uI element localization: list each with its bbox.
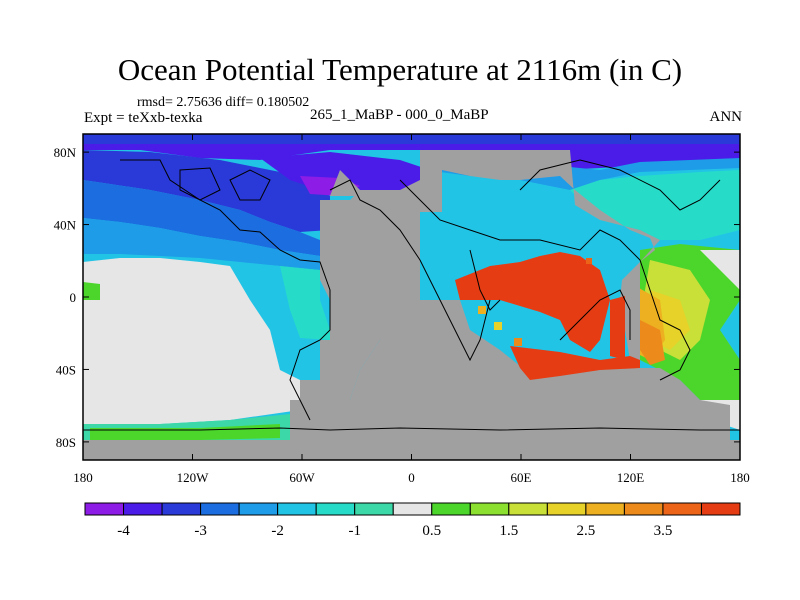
season-label: ANN (709, 109, 743, 125)
continent-outlines (83, 159, 740, 431)
x-tick-label: 60E (511, 470, 532, 485)
colorbar-box (508, 502, 548, 516)
y-tick-label: 40N (54, 218, 77, 233)
colorbar-label: -2 (271, 523, 284, 539)
colorbar-box (200, 502, 240, 516)
colorbar-box (392, 502, 433, 516)
y-tick-label: 40S (56, 362, 76, 377)
colorbar-box (238, 502, 279, 516)
colorbar: -4 -3 -2 -1 0.5 1.5 2.5 3.5 (84, 502, 741, 539)
colorbar-label: -1 (348, 523, 361, 539)
colorbar-box (700, 502, 741, 516)
x-tick-label: 120E (617, 470, 645, 485)
experiment-label: Expt = teXxb-texka (84, 110, 203, 126)
x-tick-label: 180 (730, 470, 750, 485)
colorbar-box (585, 502, 625, 516)
colorbar-box (277, 502, 317, 516)
x-tick-label: 60W (289, 470, 315, 485)
x-axis-ticks: 180 120W 60W 0 60E 120E 180 (73, 134, 750, 485)
colorbar-box (123, 502, 163, 516)
colorbar-box (546, 502, 587, 516)
x-tick-label: 180 (73, 470, 93, 485)
colorbar-label: 1.5 (499, 523, 518, 539)
y-tick-label: 80S (56, 435, 76, 450)
colorbar-box (431, 502, 471, 516)
colorbar-box (161, 502, 202, 516)
y-axis-ticks: 80N 40N 0 40S 80S (54, 145, 740, 450)
comparison-subtitle: 265_1_MaBP - 000_0_MaBP (310, 107, 489, 123)
colorbar-box (315, 502, 356, 516)
colorbar-label: -4 (117, 523, 130, 539)
x-tick-label: 0 (408, 470, 415, 485)
colorbar-label: 2.5 (577, 523, 596, 539)
colorbar-label: -3 (194, 523, 207, 539)
colorbar-box (84, 502, 125, 516)
y-tick-label: 80N (54, 145, 77, 160)
colorbar-box (469, 502, 510, 516)
x-tick-label: 120W (177, 470, 210, 485)
colorbar-box (662, 502, 702, 516)
colorbar-box (354, 502, 394, 516)
map-title: Ocean Potential Temperature at 2116m (in… (117, 52, 683, 87)
colorbar-label: 3.5 (654, 523, 673, 539)
rmsd-diff-stats: rmsd= 2.75636 diff= 0.180502 (137, 95, 310, 110)
y-tick-label: 0 (70, 290, 77, 305)
colorbar-label: 0.5 (422, 523, 441, 539)
map-fill-layer (83, 134, 740, 460)
colorbar-box (623, 502, 664, 516)
